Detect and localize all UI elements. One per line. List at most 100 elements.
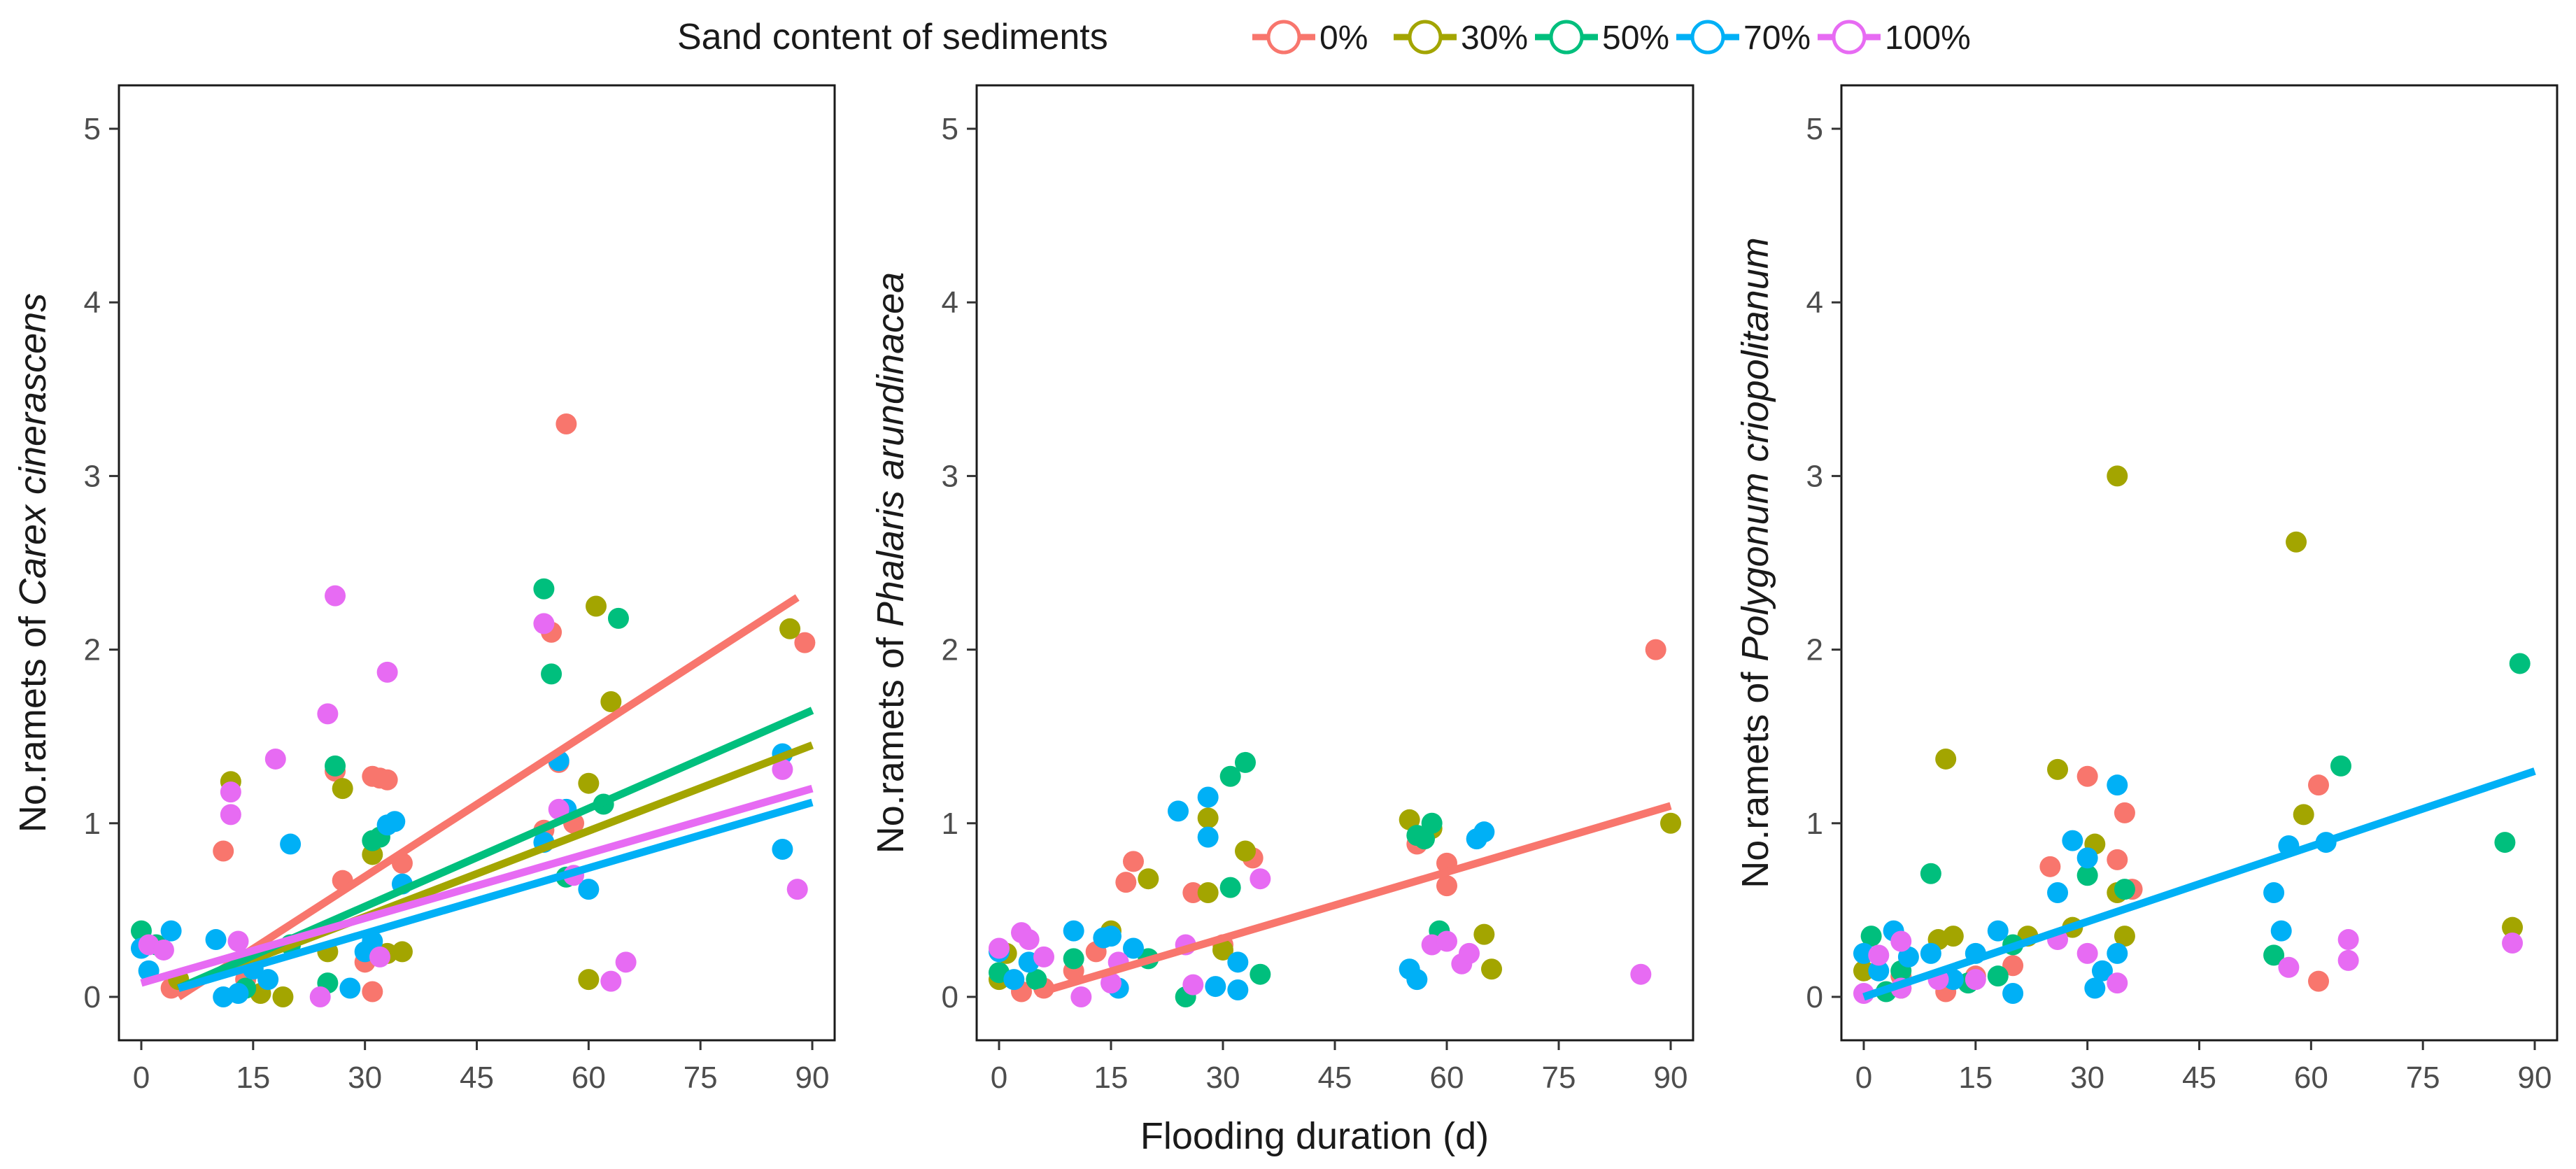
data-point <box>1101 972 1121 994</box>
data-point <box>2076 847 2098 869</box>
legend-entry: 50% <box>1535 20 1669 57</box>
y-tick-label: 5 <box>1806 112 1823 146</box>
x-tick-label: 75 <box>1542 1061 1576 1095</box>
x-tick-label: 0 <box>991 1061 1007 1095</box>
y-tick-label: 3 <box>942 459 958 493</box>
data-point <box>325 755 346 777</box>
data-point <box>578 969 600 991</box>
legend-entry: 30% <box>1394 20 1528 57</box>
y-tick-label: 2 <box>1806 633 1823 667</box>
data-point <box>2084 977 2106 999</box>
fit-line <box>1035 802 1672 998</box>
data-point <box>2107 942 2128 964</box>
data-point <box>1473 923 1495 945</box>
point-series <box>1853 929 2524 1004</box>
x-tick-label: 75 <box>2406 1061 2440 1095</box>
legend-label: 50% <box>1602 20 1669 57</box>
y-axis-title-species: Phalaris arundinacea <box>870 272 912 627</box>
y-axis-title: No.ramets of Carex cinerascens <box>12 293 54 833</box>
data-point <box>1868 960 1890 982</box>
y-tick-label: 5 <box>84 112 101 146</box>
x-tick-label: 90 <box>795 1061 830 1095</box>
data-point <box>1965 969 1986 991</box>
point-series <box>138 585 808 1007</box>
data-point <box>578 879 600 900</box>
data-point <box>1853 960 1874 982</box>
legend-key-marker <box>1408 20 1443 55</box>
data-point <box>280 833 302 855</box>
legend-label: 100% <box>1885 20 1971 57</box>
data-point <box>2114 802 2135 823</box>
data-point <box>2509 653 2531 674</box>
legend: Sand content of sediments 0% 30% 50% 70% 100… <box>677 17 1971 57</box>
data-point <box>2062 830 2083 851</box>
legend-entry: 0% <box>1252 20 1368 57</box>
data-point <box>2002 982 2024 1004</box>
data-point <box>578 772 600 794</box>
data-point <box>2107 774 2128 796</box>
x-tick-label: 90 <box>1654 1061 1688 1095</box>
data-point <box>2308 970 2329 992</box>
data-point <box>317 703 339 725</box>
legend-label: 30% <box>1461 20 1528 57</box>
y-tick-label: 1 <box>84 807 101 841</box>
data-point <box>2494 832 2516 853</box>
data-point <box>600 691 622 713</box>
data-point <box>2076 942 2098 964</box>
data-point <box>1182 882 1204 904</box>
x-tick-label: 60 <box>1430 1061 1464 1095</box>
y-tick-label: 2 <box>84 633 101 667</box>
y-tick-label: 1 <box>1806 807 1823 841</box>
data-point <box>1123 851 1144 872</box>
x-tick-label: 90 <box>2518 1061 2552 1095</box>
data-point <box>369 946 390 968</box>
data-point <box>1414 828 1435 850</box>
data-point <box>2263 944 2285 966</box>
point-series <box>1860 653 2531 1002</box>
data-point <box>1890 930 1912 952</box>
y-axis-title-species: Carex cinerascens <box>12 293 54 606</box>
data-point <box>2107 849 2128 870</box>
data-point <box>1227 951 1249 973</box>
data-point <box>339 977 361 999</box>
data-point <box>2293 804 2314 826</box>
fit-line <box>1862 767 2536 1001</box>
x-tick-label: 60 <box>2294 1061 2328 1095</box>
data-point <box>1406 969 1428 991</box>
data-point <box>541 663 562 685</box>
data-point <box>1436 875 1457 897</box>
data-point <box>325 585 346 607</box>
data-point <box>1063 920 1084 942</box>
fit-line <box>140 784 814 987</box>
data-point <box>1250 963 1271 985</box>
point-series <box>1853 774 2337 1004</box>
y-tick-label: 3 <box>84 459 101 493</box>
data-point <box>309 986 331 1007</box>
x-tick-label: 0 <box>133 1061 150 1095</box>
data-point <box>1860 926 1882 947</box>
x-tick-label: 30 <box>1206 1061 1240 1095</box>
data-point <box>257 969 279 991</box>
data-point <box>555 413 577 434</box>
x-axis-title: Flooding duration (d) <box>1140 1115 1489 1157</box>
data-point <box>1459 942 1480 964</box>
legend-key-marker <box>1266 20 1301 55</box>
point-series <box>160 413 816 1002</box>
data-point <box>227 982 249 1004</box>
data-point <box>1182 974 1204 996</box>
data-point <box>607 607 629 629</box>
data-point <box>1421 812 1443 834</box>
data-point <box>2002 955 2024 977</box>
x-tick-label: 45 <box>2182 1061 2216 1095</box>
data-point <box>2076 865 2098 886</box>
panel-frame <box>975 84 1694 1042</box>
y-tick-label: 4 <box>84 285 101 320</box>
x-tick-label: 30 <box>348 1061 382 1095</box>
data-point <box>1033 946 1054 968</box>
data-point <box>1920 942 1941 964</box>
data-point <box>1987 965 2009 987</box>
data-point <box>1219 877 1241 898</box>
data-point <box>1897 946 1919 968</box>
data-point <box>2039 856 2061 877</box>
